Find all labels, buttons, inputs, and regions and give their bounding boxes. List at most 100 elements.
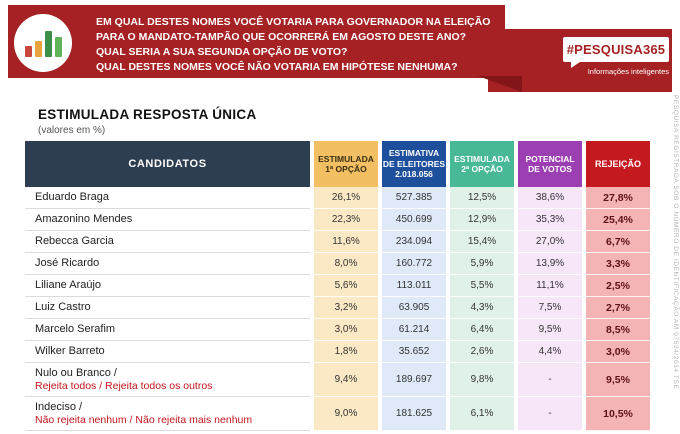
candidate-name-cell: Wilker Barreto — [25, 341, 310, 363]
column-header-potencial-votos: POTENCIAL DE VOTOS — [518, 141, 582, 187]
candidate-name: Rebecca Garcia — [35, 235, 114, 247]
candidate-name-sublabel: Não rejeita nenhum / Não rejeita mais ne… — [35, 413, 253, 426]
table-row: Amazonino Mendes 22,3% 450.699 12,9% 35,3% 25… — [25, 209, 650, 231]
value-cell: 9,0% — [314, 397, 378, 431]
value-cell: 527.385 — [382, 187, 446, 209]
poll-question-line: QUAL DESTES NOMES VOCÊ NÃO VOTARIA EM HI… — [96, 61, 458, 73]
brand-tagline: Informações inteligentes — [587, 67, 669, 76]
table-row: Liliane Araújo 5,6% 113.011 5,5% 11,1% 2,5% — [25, 275, 650, 297]
value-cell: 450.699 — [382, 209, 446, 231]
value-cell: 189.697 — [382, 363, 446, 397]
value-cell: 4,3% — [450, 297, 514, 319]
column-header-label: REJEIÇÃO — [594, 158, 641, 169]
candidate-name: Wilker Barreto — [35, 345, 105, 357]
value-cell: - — [518, 397, 582, 431]
bar-chart-icon-bar — [34, 41, 42, 57]
column-header-label: 1ª OPÇÃO — [325, 164, 367, 174]
bar-chart-icon-bar — [44, 31, 52, 57]
page-subtitle: (valores em %) — [38, 125, 106, 136]
value-cell: 9,8% — [450, 363, 514, 397]
bar-chart-icon — [14, 14, 72, 72]
value-cell: 10,5% — [586, 397, 650, 431]
value-cell: 15,4% — [450, 231, 514, 253]
column-header-estimulada-1-opcao: ESTIMULADA 1ª OPÇÃO — [314, 141, 378, 187]
candidate-name-cell: Nulo ou Branco / Rejeita todos / Rejeita … — [25, 363, 310, 397]
candidate-name: Marcelo Serafim — [35, 323, 116, 335]
candidate-name-sublabel: Rejeita todos / Rejeita todos os outros — [35, 379, 213, 392]
value-cell: 61.214 — [382, 319, 446, 341]
value-cell: 5,6% — [314, 275, 378, 297]
value-cell: 6,7% — [586, 231, 650, 253]
value-cell: 1,8% — [314, 341, 378, 363]
results-table: CANDIDATOS ESTIMULADA 1ª OPÇÃO ESTIMATIV… — [25, 141, 650, 431]
column-header-label: 2ª OPÇÃO — [461, 164, 503, 174]
value-cell: 27,0% — [518, 231, 582, 253]
table-row: Rebecca Garcia 11,6% 234.094 15,4% 27,0% 6,7% — [25, 231, 650, 253]
candidate-name: Eduardo Braga — [35, 191, 109, 203]
candidate-name-cell: José Ricardo — [25, 253, 310, 275]
column-header-label: CANDIDATOS — [128, 157, 207, 170]
table-row: Eduardo Braga 26,1% 527.385 12,5% 38,6% 27,8% — [25, 187, 650, 209]
value-cell: 11,1% — [518, 275, 582, 297]
poll-question: EM QUAL DESTES NOMES VOCÊ VOTARIA PARA G… — [96, 15, 508, 75]
value-cell: 13,9% — [518, 253, 582, 275]
value-cell: 25,4% — [586, 209, 650, 231]
value-cell: 7,5% — [518, 297, 582, 319]
poll-question-line: PARA O MANDATO-TAMPÃO QUE OCORRERÁ EM AG… — [96, 31, 467, 43]
value-cell: 35,3% — [518, 209, 582, 231]
value-cell: 6,4% — [450, 319, 514, 341]
candidate-name: Nulo ou Branco / — [35, 366, 117, 379]
column-header-total-eleitores: 2.018.056 — [395, 169, 433, 180]
value-cell: 12,5% — [450, 187, 514, 209]
candidate-name-cell: Marcelo Serafim — [25, 319, 310, 341]
column-header-estimulada-2-opcao: ESTIMULADA 2ª OPÇÃO — [450, 141, 514, 187]
results-table-rows: Eduardo Braga 26,1% 527.385 12,5% 38,6% 27,8%… — [25, 187, 650, 431]
value-cell: 63.905 — [382, 297, 446, 319]
table-row: Nulo ou Branco / Rejeita todos / Rejeita … — [25, 363, 650, 397]
value-cell: 38,6% — [518, 187, 582, 209]
candidate-name-cell: Rebecca Garcia — [25, 231, 310, 253]
value-cell: 9,4% — [314, 363, 378, 397]
candidate-name-cell: Liliane Araújo — [25, 275, 310, 297]
value-cell: 181.625 — [382, 397, 446, 431]
candidate-name: José Ricardo — [35, 257, 100, 269]
candidate-name: Amazonino Mendes — [35, 213, 133, 225]
value-cell: - — [518, 363, 582, 397]
candidate-name-cell: Eduardo Braga — [25, 187, 310, 209]
candidate-name-cell: Amazonino Mendes — [25, 209, 310, 231]
candidate-name: Luiz Castro — [35, 301, 91, 313]
value-cell: 4,4% — [518, 341, 582, 363]
value-cell: 8,5% — [586, 319, 650, 341]
value-cell: 22,3% — [314, 209, 378, 231]
value-cell: 3,0% — [586, 341, 650, 363]
value-cell: 2,7% — [586, 297, 650, 319]
candidate-name: Indeciso / — [35, 400, 83, 413]
table-row: Wilker Barreto 1,8% 35.652 2,6% 4,4% 3,0% — [25, 341, 650, 363]
column-header-label: POTENCIAL — [525, 153, 575, 164]
bar-chart-icon-bar — [24, 46, 32, 57]
value-cell: 6,1% — [450, 397, 514, 431]
value-cell: 160.772 — [382, 253, 446, 275]
value-cell: 3,0% — [314, 319, 378, 341]
column-header-label: ESTIMATIVA — [388, 148, 440, 159]
table-header-row: CANDIDATOS ESTIMULADA 1ª OPÇÃO ESTIMATIV… — [25, 141, 650, 187]
value-cell: 12,9% — [450, 209, 514, 231]
value-cell: 35.652 — [382, 341, 446, 363]
column-header-label: DE VOTOS — [528, 164, 572, 174]
value-cell: 11,6% — [314, 231, 378, 253]
column-header-label: ESTIMULADA — [454, 153, 510, 164]
poll-question-line: EM QUAL DESTES NOMES VOCÊ VOTARIA PARA G… — [96, 16, 491, 28]
candidate-name: Liliane Araújo — [35, 279, 102, 291]
value-cell: 5,9% — [450, 253, 514, 275]
value-cell: 9,5% — [518, 319, 582, 341]
column-header-label: ESTIMULADA — [318, 153, 374, 164]
value-cell: 3,2% — [314, 297, 378, 319]
value-cell: 2,6% — [450, 341, 514, 363]
column-header-rejeicao: REJEIÇÃO — [586, 141, 650, 187]
value-cell: 26,1% — [314, 187, 378, 209]
header-banner: EM QUAL DESTES NOMES VOCÊ VOTARIA PARA G… — [8, 5, 505, 78]
value-cell: 113.011 — [382, 275, 446, 297]
poll-question-line: QUAL SERIA A SUA SEGUNDA OPÇÃO DE VOTO? — [96, 46, 348, 58]
value-cell: 3,3% — [586, 253, 650, 275]
